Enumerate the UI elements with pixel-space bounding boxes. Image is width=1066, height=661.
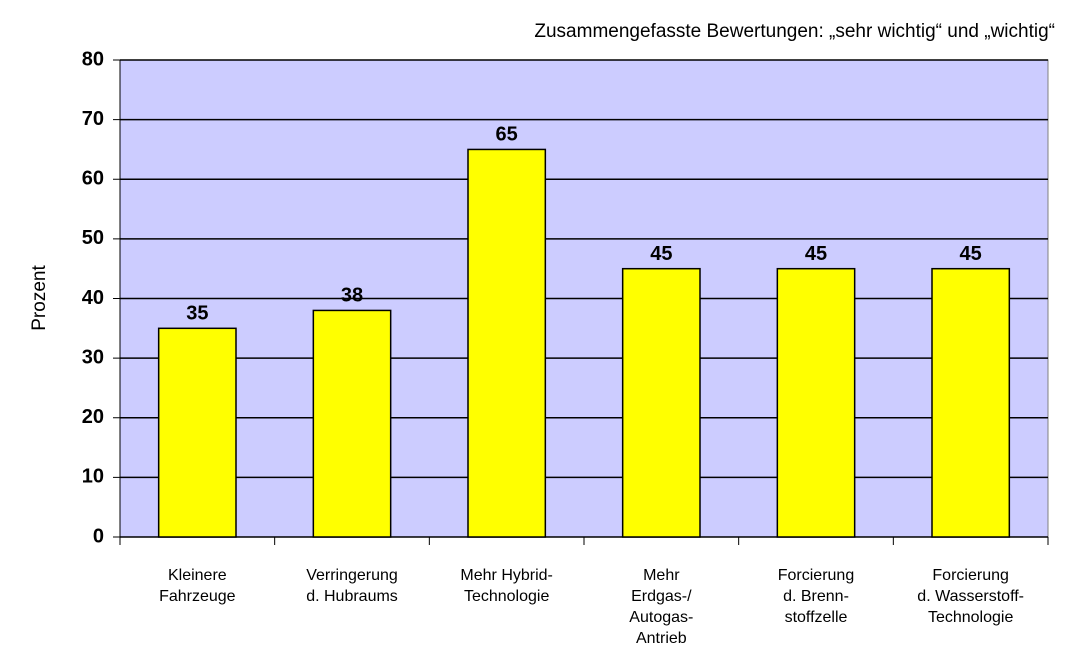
y-tick-label: 30 [82, 346, 104, 368]
x-tick-label: Kleinere Fahrzeuge [159, 567, 236, 605]
x-tick-label: Forcierung d. Brenn- stoffzelle [777, 567, 855, 626]
value-label: 45 [650, 243, 672, 265]
y-tick-label: 60 [82, 168, 104, 190]
y-tick-label: 50 [82, 227, 104, 249]
bar [312, 309, 392, 538]
y-axis-label: Prozent [29, 265, 50, 331]
y-tick-label: 10 [82, 466, 104, 488]
y-tick-label: 70 [82, 108, 104, 130]
value-label: 45 [805, 243, 827, 265]
bar [157, 327, 237, 538]
x-tick-label: Mehr Hybrid- Technologie [460, 567, 553, 605]
x-tick-label: Mehr Erdgas-/ Autogas- Antrieb [629, 567, 694, 647]
value-label: 45 [960, 243, 982, 265]
bar [776, 267, 856, 538]
value-label: 35 [186, 303, 208, 325]
y-tick-label: 0 [93, 525, 104, 547]
x-tick-label: Verringerung d. Hubraums [306, 567, 398, 605]
x-tick-label: Forcierung d. Wasserstoff- Technologie [917, 567, 1024, 626]
y-tick-label: 40 [82, 287, 104, 309]
bar [621, 267, 701, 538]
bar [931, 267, 1011, 538]
bar [467, 148, 547, 538]
value-label: 38 [341, 285, 363, 307]
y-tick-label: 80 [82, 48, 104, 70]
chart-title: Zusammengefasste Bewertungen: „sehr wich… [534, 21, 1055, 42]
y-tick-label: 20 [82, 406, 104, 428]
value-label: 65 [496, 124, 518, 146]
